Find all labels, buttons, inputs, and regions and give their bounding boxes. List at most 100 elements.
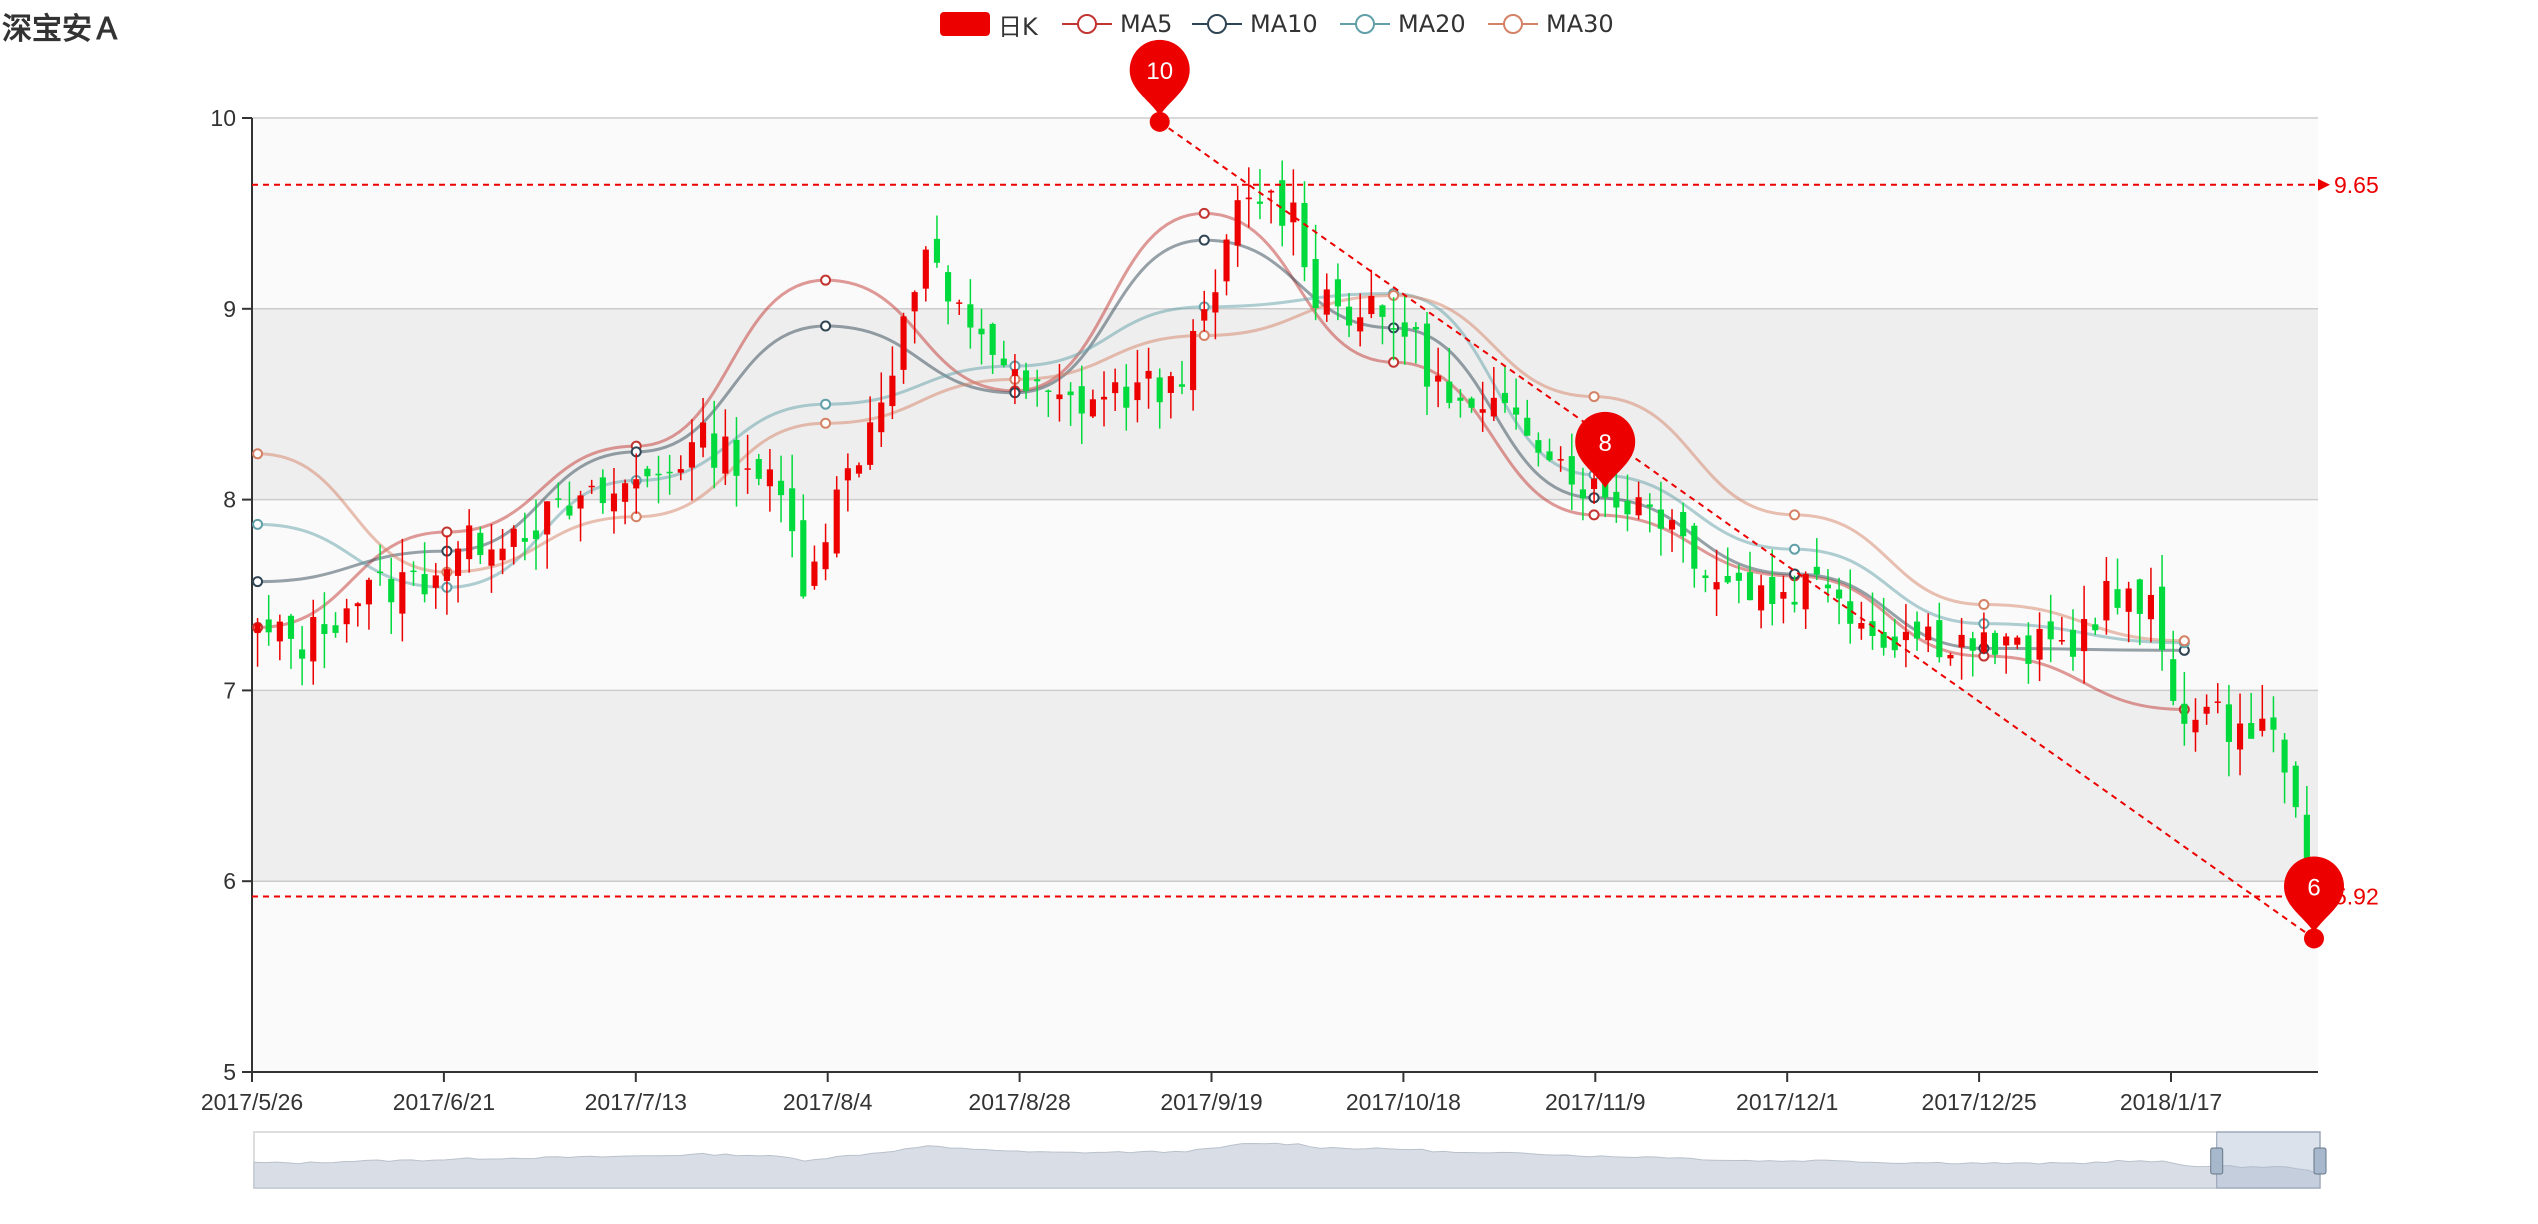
candle-body — [599, 477, 606, 504]
datazoom-end-handle[interactable] — [2313, 1147, 2327, 1175]
legend-label: MA30 — [1546, 10, 1614, 38]
candle-body — [1891, 636, 1898, 651]
candle-body — [2136, 579, 2143, 614]
mark-point-pin — [1575, 411, 1636, 488]
legend-swatch-line — [1488, 12, 1538, 36]
candle-body — [1279, 180, 1286, 226]
candle-body — [688, 442, 695, 468]
candle-body — [1089, 399, 1096, 417]
candle-body — [1256, 201, 1264, 204]
candle-body — [1591, 478, 1598, 490]
ma-point — [1198, 234, 1210, 246]
candle-body — [1078, 386, 1085, 414]
candle-body — [544, 501, 551, 535]
candle-body — [566, 505, 573, 516]
candle-body — [700, 422, 707, 448]
ma-point — [820, 398, 832, 410]
ma-point — [1198, 330, 1210, 342]
legend-swatch-candle — [940, 12, 990, 36]
trend-line-start — [1149, 111, 1170, 132]
candle-body — [432, 575, 439, 588]
candle-body — [1011, 369, 1018, 376]
candle-body — [2069, 629, 2077, 657]
candle-body — [1045, 390, 1052, 393]
candle-body — [844, 468, 851, 481]
candle-body — [1836, 589, 1843, 599]
mark-line-label: 9.65 — [2334, 172, 2379, 198]
ma-point — [441, 526, 453, 538]
legend-item-ma20[interactable]: MA20 — [1340, 4, 1466, 44]
candle-body — [2259, 718, 2266, 731]
datazoom-window[interactable] — [2216, 1131, 2321, 1189]
candle-body — [1468, 398, 1475, 408]
candle-body — [1301, 203, 1308, 268]
legend-swatch-line — [1192, 12, 1242, 36]
candle-body — [265, 619, 272, 633]
candle-body — [454, 548, 462, 576]
candle-body — [1947, 654, 1954, 659]
candle-body — [466, 525, 473, 560]
candle-body — [365, 579, 373, 605]
candle-body — [1913, 621, 1921, 639]
candle-body — [1178, 384, 1186, 387]
candle-body — [354, 603, 361, 607]
x-tick-label: 2017/6/21 — [393, 1089, 495, 1115]
candle-body — [1334, 279, 1341, 307]
candle-body — [1702, 575, 1709, 578]
datazoom-preview — [253, 1142, 2321, 1189]
candle-body — [1067, 391, 1074, 396]
ma-point — [2178, 635, 2190, 647]
x-tick-label: 2017/11/9 — [1545, 1089, 1646, 1115]
grid-band — [252, 308, 2318, 500]
candle-body — [588, 485, 595, 488]
legend-item-ma30[interactable]: MA30 — [1488, 4, 1614, 44]
candle-body — [410, 570, 417, 573]
legend-item-日k[interactable]: 日K — [940, 4, 1038, 44]
candle-body — [911, 292, 918, 312]
candle-body — [2292, 765, 2299, 808]
candle-body — [2248, 722, 2255, 739]
candle-body — [477, 532, 484, 556]
candle-body — [310, 616, 317, 662]
candle-body — [766, 469, 773, 487]
mark-line-arrow — [2318, 178, 2330, 191]
candle-body — [1880, 631, 1887, 648]
datazoom-start-handle[interactable] — [2210, 1147, 2224, 1175]
candle-body — [276, 621, 283, 642]
candle-body — [2036, 628, 2043, 660]
candle-body — [1746, 572, 1754, 601]
candle-body — [1680, 512, 1687, 537]
x-tick-label: 2017/12/25 — [1922, 1089, 2037, 1115]
mark-point-pin — [2284, 856, 2344, 933]
candle-body — [2225, 704, 2232, 742]
candle-body — [1412, 326, 1419, 330]
candle-body — [622, 483, 629, 502]
candle-body — [1925, 626, 1932, 641]
candle-body — [2092, 624, 2099, 631]
candle-body — [2114, 589, 2121, 608]
candle-body — [1323, 289, 1330, 315]
ma-point — [252, 518, 264, 530]
candle-body — [1824, 584, 1832, 589]
candle-body — [945, 272, 952, 302]
x-tick-label: 2017/7/13 — [585, 1089, 687, 1115]
y-tick-label: 7 — [223, 677, 236, 703]
ma-point — [252, 576, 264, 588]
candle-body — [722, 436, 729, 474]
candle-body — [1858, 623, 1865, 629]
candle-body — [855, 465, 863, 474]
candle-body — [2181, 703, 2188, 724]
candle-body — [377, 571, 384, 574]
candle-body — [1022, 370, 1030, 391]
candle-body — [1624, 500, 1631, 515]
candle-body — [287, 615, 295, 639]
candle-body — [1390, 328, 1397, 330]
legend-item-ma5[interactable]: MA5 — [1062, 4, 1172, 44]
candle-body — [1735, 572, 1742, 581]
candle-body — [1457, 397, 1464, 401]
candle-body — [1646, 504, 1653, 507]
x-tick-label: 2017/10/18 — [1346, 1089, 1461, 1115]
ma-point — [1789, 543, 1801, 555]
legend-item-ma10[interactable]: MA10 — [1192, 4, 1318, 44]
candle-body — [343, 608, 350, 625]
